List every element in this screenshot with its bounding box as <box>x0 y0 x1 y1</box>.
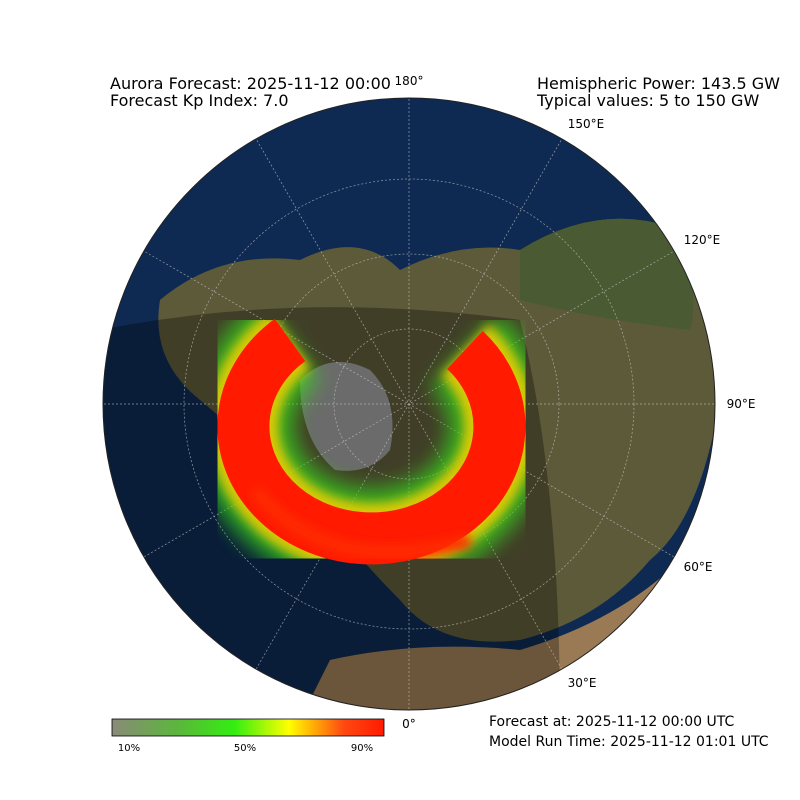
lon-label: 150°E <box>568 117 605 131</box>
colorbar-label: 50% <box>234 743 256 754</box>
title: Aurora Forecast: 2025-11-12 00:00 <box>110 74 391 93</box>
lon-label: 0° <box>402 717 416 731</box>
lon-label: 120°E <box>684 233 721 247</box>
lon-label: 180° <box>395 74 424 88</box>
lon-label: 90°E <box>727 397 756 411</box>
hemispheric-power: Hemispheric Power: 143.5 GW <box>537 74 780 93</box>
colorbar-label: 10% <box>118 743 140 754</box>
colorbar <box>111 718 385 737</box>
kp-index: Forecast Kp Index: 7.0 <box>110 91 289 110</box>
lon-label: 60°E <box>684 560 713 574</box>
lon-label: 30°E <box>568 676 597 690</box>
aurora-oval <box>193 299 550 589</box>
forecast-at: Forecast at: 2025-11-12 00:00 UTC <box>489 714 735 730</box>
model-run-time: Model Run Time: 2025-11-12 01:01 UTC <box>489 734 769 750</box>
globe <box>103 98 715 710</box>
colorbar-label: 90% <box>351 743 373 754</box>
typical-values: Typical values: 5 to 150 GW <box>536 91 759 110</box>
